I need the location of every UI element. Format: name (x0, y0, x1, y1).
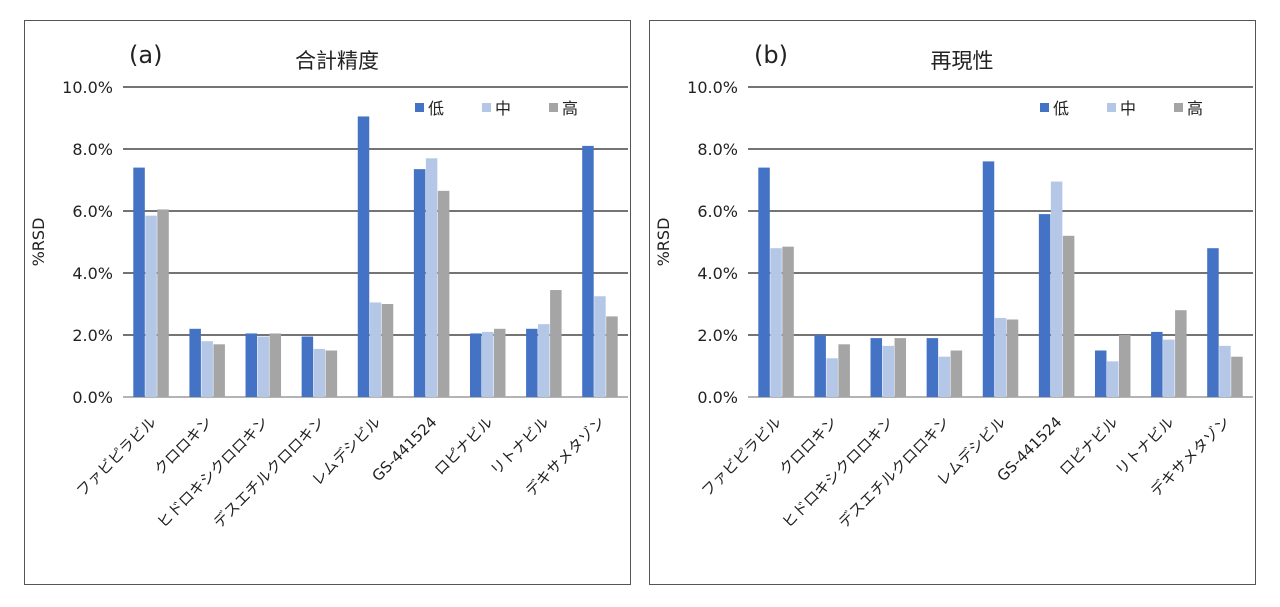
chart-a-bar-1-2 (145, 215, 157, 397)
chart-b-bar-6-1 (1038, 214, 1051, 397)
chart-a-y-axis-label: %RSD (29, 218, 48, 267)
chart-a-bar-2-3 (213, 344, 225, 397)
chart-panel-b: (b) 再現性 0.0% 2.0% 4.0% 6.0% 8.0% 10.0% %RSD ファビピラ… (649, 20, 1256, 585)
chart-b-bar-1-3 (782, 246, 794, 397)
chart-b-legend-swatch (1107, 103, 1116, 112)
chart-a-bar-4-3 (325, 350, 338, 397)
chart-b-bar-7-1 (1094, 350, 1107, 397)
chart-a-category-label: デスエチルクロロキン (210, 413, 328, 531)
chart-b-bar-9-2 (1219, 345, 1231, 397)
chart-b-bar-7-3 (1118, 335, 1131, 397)
chart-a-category-label: ヒドロキシクロロキン (154, 413, 272, 531)
chart-a-bar-3-3 (269, 333, 282, 397)
chart-a-bar-6-1 (413, 169, 426, 397)
chart-a-bar-2-2 (201, 341, 213, 397)
chart-a-y-tick-label: 6.0% (72, 202, 113, 221)
chart-a-bar-7-3 (493, 328, 506, 397)
chart-b-bar-7-2 (1106, 361, 1119, 397)
chart-b-y-tick-label: 8.0% (697, 140, 738, 159)
chart-b-bar-2-1 (814, 335, 826, 397)
chart-a-bar-8-3 (550, 290, 562, 397)
bar-chart-a: (a) 合計精度 0.0% 2.0% 4.0% 6.0% 8.0% 10.0% %RSD ファビピ… (29, 41, 628, 532)
chart-a-category-label: ファビピラビル (73, 413, 160, 500)
chart-a-legend-label: 中 (495, 99, 511, 118)
chart-b-bar-1-2 (770, 248, 782, 397)
chart-b-bar-9-1 (1207, 248, 1219, 397)
chart-a-legend-label: 低 (428, 99, 444, 118)
chart-b-category-label: ファビピラビル (698, 413, 785, 500)
chart-b-legend-swatch (1040, 103, 1049, 112)
chart-a-bar-4-1 (301, 336, 314, 397)
chart-b-y-tick-label: 4.0% (697, 264, 738, 283)
chart-b-bar-3-3 (894, 338, 907, 397)
chart-a-y-tick-label: 8.0% (72, 140, 113, 159)
chart-b-legend-label: 高 (1187, 99, 1203, 118)
chart-b-bar-4-3 (950, 350, 963, 397)
chart-a-bar-7-1 (469, 333, 482, 397)
chart-b-category-label: ロピナビル (1056, 413, 1122, 479)
chart-b-category-label: ヒドロキシクロロキン (779, 413, 897, 531)
chart-b-y-tick-label: 2.0% (697, 326, 738, 345)
chart-a-bar-8-2 (538, 324, 550, 397)
chart-b-y-tick-label: 6.0% (697, 202, 738, 221)
chart-a-title: 合計精度 (295, 49, 379, 73)
chart-b-bar-8-1 (1151, 331, 1163, 397)
chart-b-bar-6-2 (1050, 181, 1063, 397)
chart-a-legend-swatch (415, 103, 424, 112)
chart-b-bar-5-3 (1006, 319, 1019, 397)
chart-a-bar-2-1 (189, 328, 201, 397)
chart-a-y-tick-label: 10.0% (62, 78, 113, 97)
chart-b-bar-8-3 (1175, 310, 1187, 397)
chart-b-bar-5-1 (982, 161, 995, 397)
chart-b-y-axis-label: %RSD (654, 218, 673, 267)
chart-b-panel-label: (b) (754, 41, 788, 69)
chart-a-bar-9-1 (582, 145, 594, 397)
chart-a-legend-label: 高 (562, 99, 578, 118)
chart-b-bar-6-3 (1062, 235, 1075, 397)
chart-a-y-tick-label: 2.0% (72, 326, 113, 345)
bar-chart-b: (b) 再現性 0.0% 2.0% 4.0% 6.0% 8.0% 10.0% %RSD ファビピラ… (654, 41, 1253, 532)
chart-a-legend-swatch (549, 103, 558, 112)
chart-b-y-tick-label: 10.0% (687, 78, 738, 97)
chart-b-legend-label: 低 (1053, 99, 1069, 118)
chart-b-bar-4-1 (926, 338, 939, 397)
chart-b-legend-label: 中 (1120, 99, 1136, 118)
chart-a-bar-5-2 (369, 302, 382, 397)
chart-b-bar-8-2 (1163, 339, 1175, 397)
chart-a-bar-8-1 (526, 328, 538, 397)
chart-a-bar-6-3 (437, 190, 450, 397)
chart-a-bar-5-3 (381, 304, 394, 397)
chart-a-bar-1-1 (133, 167, 145, 397)
chart-a-bar-7-2 (481, 331, 494, 397)
chart-a-bar-9-2 (594, 296, 606, 397)
chart-a-panel-label: (a) (129, 41, 162, 69)
chart-b-bar-2-3 (838, 344, 850, 397)
chart-b-bar-3-1 (870, 338, 883, 397)
chart-b-bar-2-2 (826, 358, 838, 397)
chart-a-bar-1-3 (157, 209, 169, 397)
chart-b-bar-4-2 (938, 356, 951, 397)
chart-b-bar-5-2 (994, 317, 1007, 397)
chart-b-legend-swatch (1174, 103, 1183, 112)
chart-a-bar-3-2 (257, 336, 270, 397)
chart-a-y-tick-label: 4.0% (72, 264, 113, 283)
chart-a-legend-swatch (482, 103, 491, 112)
chart-b-category-label: デスエチルクロロキン (835, 413, 953, 531)
chart-a-y-tick-label: 0.0% (72, 388, 113, 407)
chart-b-bar-3-2 (882, 345, 895, 397)
chart-a-bar-9-3 (606, 316, 618, 397)
chart-panel-a: (a) 合計精度 0.0% 2.0% 4.0% 6.0% 8.0% 10.0% %RSD ファビピ… (24, 20, 631, 585)
chart-a-category-label: ロピナビル (431, 413, 497, 479)
chart-a-bar-3-1 (245, 333, 258, 397)
chart-a-bar-5-1 (357, 116, 370, 397)
chart-b-title: 再現性 (931, 49, 994, 73)
chart-a-bar-6-2 (425, 158, 438, 397)
chart-b-bar-9-3 (1231, 356, 1243, 397)
chart-b-y-tick-label: 0.0% (697, 388, 738, 407)
chart-b-bar-1-1 (758, 167, 770, 397)
chart-a-bar-4-2 (313, 348, 326, 397)
